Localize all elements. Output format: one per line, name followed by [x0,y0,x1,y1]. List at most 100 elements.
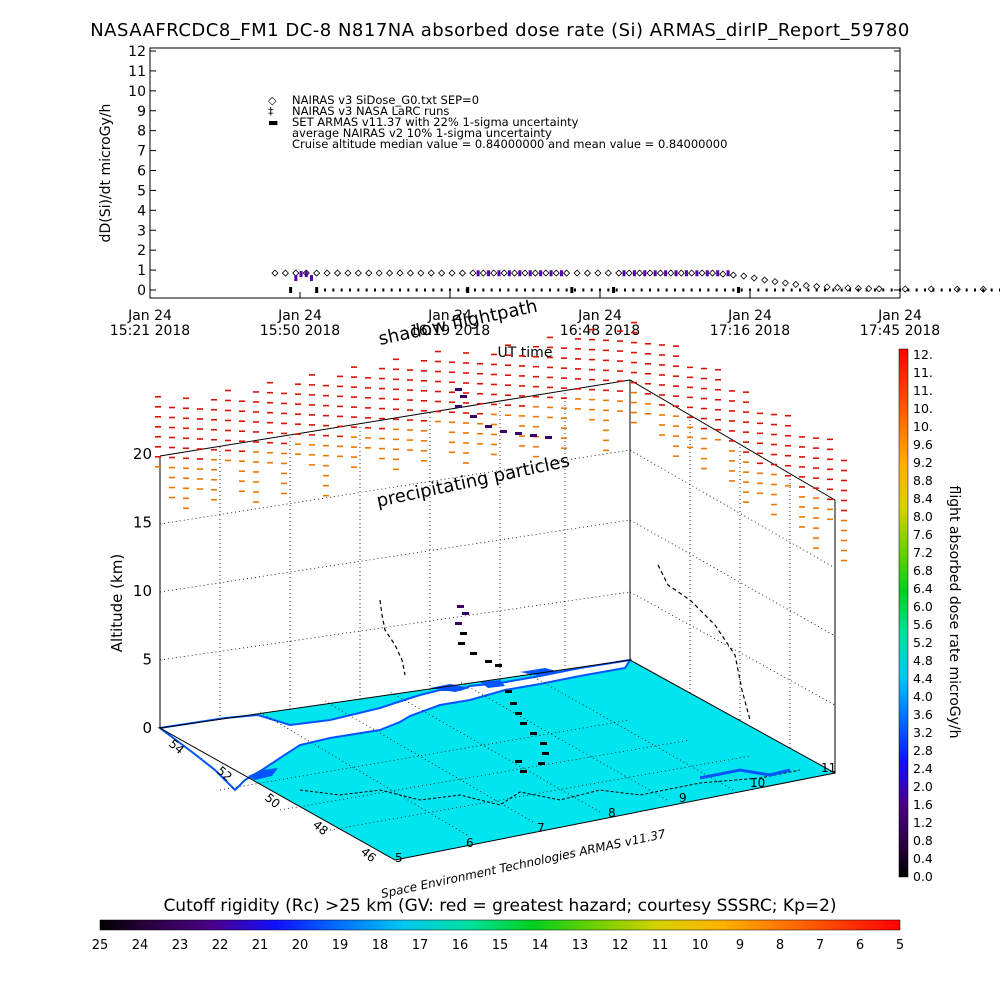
armas-point [705,270,709,277]
armas-zero-point [815,288,818,292]
altitude-tick-label: 0 [142,719,152,737]
armas-point [549,270,553,277]
map-sea-fill [160,660,835,860]
longitude-tick-label: 9 [679,791,687,805]
armas-zero-point [399,288,401,292]
dose-colorbar-tick-label: 0.8 [913,833,933,848]
dose-colorbar-tick-label: 4.4 [913,671,933,686]
armas-point [632,270,636,277]
armas-zero-point [582,288,585,292]
dose-y-tick-label: 8 [137,124,146,140]
armas-zero-point [365,288,368,292]
armas-zero-point [407,288,410,292]
dose-colorbar-tick-label: 8.4 [913,491,933,506]
armas-zero-point [832,288,835,292]
dose-colorbar-tick-label: 6.0 [913,599,933,614]
armas-zero-point [540,288,543,292]
longitude-tick-label: 11 [821,761,836,775]
armas-point [487,270,491,277]
armas-zero-point [440,288,443,292]
rigidity-colorbar-tick-label: 18 [372,938,389,953]
nairas-point [344,269,352,277]
dose-x-tick-label-top: Jan 24 [727,308,772,324]
nairas-point [615,269,623,277]
armas-zero-point [499,288,501,292]
armas-zero-point [740,288,743,292]
dose-x-tick-label-bottom: 15:50 2018 [260,323,340,339]
armas-zero-point [782,288,785,292]
nairas-point [698,269,706,277]
dose-x-tick-label-top: Jan 24 [277,308,322,324]
map-coast-islands [430,668,560,692]
longitude-tick-label: 10 [750,776,765,790]
nairas-point [573,269,581,277]
armas-point [653,270,657,277]
armas-zero-point [599,288,601,292]
armas-point [643,270,647,277]
nairas-point [479,269,487,277]
armas-point [528,270,532,277]
rigidity-colorbar-tick-label: 8 [776,938,784,953]
map-coastline-north [157,658,633,792]
armas-zero-point [824,288,826,292]
dose-y-tick-label: 0 [137,283,146,299]
armas-point [289,287,293,293]
flight-track-dash [510,702,517,705]
dose-colorbar-tick-label: 2.0 [913,779,933,794]
nairas-point [386,269,394,277]
armas-zero-point [490,288,493,292]
armas-zero-point [632,288,635,292]
armas-zero-point [907,288,910,292]
shadow-path-left-wall [379,599,406,676]
armas-zero-point [924,288,926,292]
armas-zero-point [449,288,451,292]
dose-colorbar-tick-label: 0.0 [913,869,933,884]
flight-track-dash [500,430,507,433]
dose-colorbar-ticks: 12. 11. 11. 10. 10. 9.6 9.2 8.8 8.4 8.0 7.6 7.2 6.8 6… [913,347,933,884]
armas-zero-point [940,288,943,292]
dose-colorbar-tick-label: 10. [913,401,933,416]
rigidity-colorbar-tick-label: 13 [572,938,589,953]
dose-colorbar-tick-label: 11. [913,365,933,380]
rigidity-colorbar-tick-label: 14 [532,938,549,953]
flight-track-dash [545,436,552,439]
armas-point [570,287,574,293]
armas-zero-point [849,288,851,292]
nairas-point [281,269,289,277]
nairas-point [583,269,592,277]
nairas-point [396,269,404,277]
dose-x-tick-label-top: Jan 24 [427,308,472,324]
dose-colorbar-tick-label: 0.4 [913,851,933,866]
rigidity-colorbar-tick-label: 23 [172,938,189,953]
annotation-shadow-flightpath: shadow flightpath [377,296,540,350]
longitude-axis: 5 6 7 8 9 10 11 [395,761,836,865]
armas-zero-point [515,288,518,292]
flight-track-dash [505,690,512,693]
nairas-point [469,269,477,277]
armas-point [737,287,741,293]
dose-colorbar-tick-label: 8.0 [913,509,933,524]
dose-y-tick-label: 3 [137,223,146,239]
flight-track-dash [455,388,462,391]
flight-track-dash [540,742,547,745]
rigidity-colorbar-tick-label: 19 [332,938,349,953]
armas-zero-point [882,288,885,292]
armas-zero-point [790,288,793,292]
legend-entry: SET ARMAS v11.37 with 22% 1-sigma uncert… [292,115,579,129]
annotation-precipitating-particles: precipitating particles [375,450,572,511]
dose-x-tick-label-bottom: 17:45 2018 [860,323,940,339]
precipitating-particles-field [155,321,847,562]
nairas-point [953,285,961,293]
armas-zero-point [482,288,485,292]
armas-zero-point [707,288,710,292]
dose-x-label: UT time [498,345,553,361]
dose-y-tick-label: 9 [137,104,146,120]
armas-point [539,270,543,277]
dose-plot-frame [149,47,901,299]
rigidity-colorbar-tick-label: 7 [816,938,824,953]
altitude-tick-label: 20 [133,445,152,463]
nairas-point [490,269,498,277]
longitude-tick-label: 5 [395,851,403,865]
